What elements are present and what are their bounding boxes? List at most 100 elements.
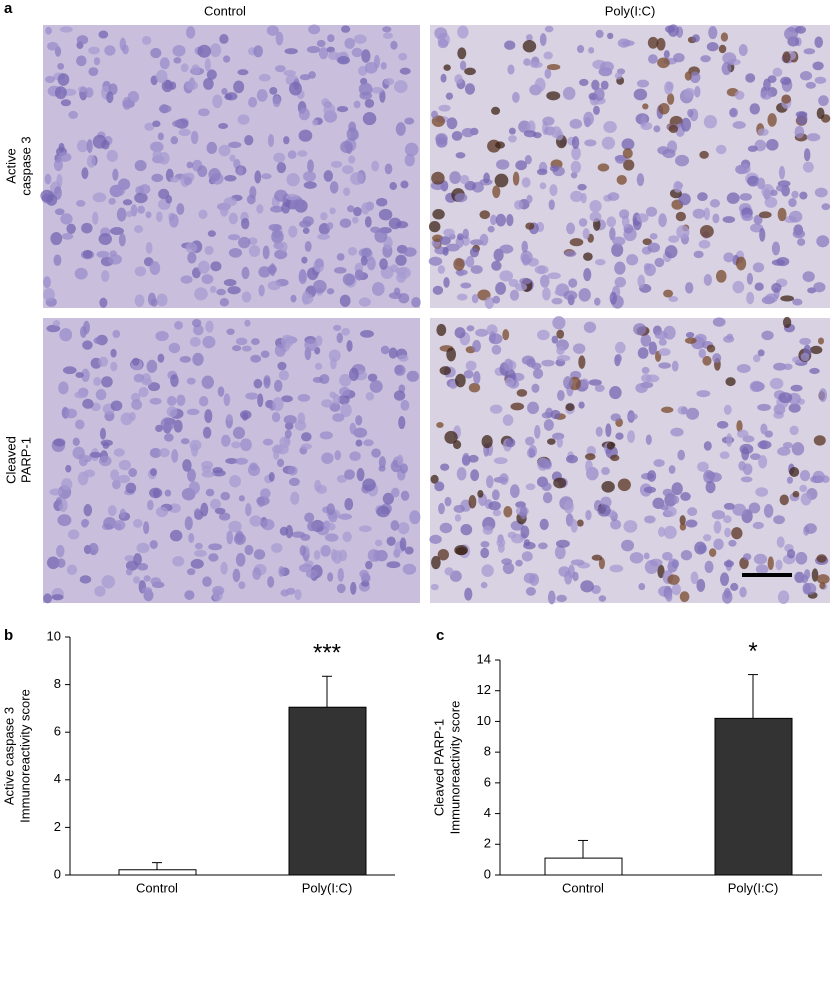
cell (512, 171, 520, 186)
cell (149, 261, 161, 275)
cell (685, 519, 698, 528)
cell (523, 539, 531, 547)
cell (554, 289, 565, 296)
cell (739, 193, 752, 201)
cell (769, 377, 784, 390)
cell (349, 451, 361, 462)
cell (272, 397, 284, 412)
cell (145, 211, 152, 219)
cell (802, 161, 814, 173)
cell (341, 25, 351, 33)
cell (515, 559, 523, 567)
cell (782, 442, 793, 449)
cell (553, 477, 567, 489)
cell (267, 133, 275, 148)
cell (43, 276, 51, 289)
cell (568, 278, 578, 288)
cell (732, 121, 746, 129)
cell (57, 73, 70, 86)
cell (692, 34, 700, 43)
cell (205, 320, 214, 333)
cell (705, 471, 716, 479)
cell (759, 211, 772, 219)
cell (258, 284, 265, 297)
bar (118, 869, 197, 876)
cell (330, 548, 338, 562)
cell (336, 332, 344, 344)
cell (186, 161, 194, 169)
cell (170, 136, 179, 145)
row-label: Cleaved (3, 436, 18, 484)
cell (297, 394, 311, 402)
cell (508, 127, 516, 135)
cell (786, 476, 793, 484)
cell (208, 553, 219, 562)
cell (770, 189, 778, 197)
cell (75, 419, 85, 430)
cell (432, 209, 445, 220)
cell (495, 213, 506, 227)
cell (307, 159, 314, 173)
cell (336, 105, 349, 113)
cell (186, 377, 196, 385)
cell (238, 581, 246, 590)
cell (591, 79, 600, 91)
cell (554, 545, 566, 560)
cell (791, 190, 799, 199)
cell (152, 120, 161, 128)
cell (178, 128, 191, 137)
cell (775, 184, 788, 192)
cell (394, 364, 406, 376)
cell (149, 540, 158, 549)
cell (721, 62, 732, 76)
cell (491, 260, 502, 271)
cell (495, 159, 510, 170)
cell (477, 489, 484, 498)
cell (204, 58, 211, 72)
y-tick-label: 2 (54, 819, 61, 834)
cell (160, 417, 175, 431)
cell (263, 377, 271, 389)
cell (72, 437, 80, 446)
cell (802, 271, 815, 282)
cell (189, 336, 201, 347)
cell (610, 413, 621, 422)
cell (551, 297, 563, 305)
cell (796, 111, 808, 126)
cell (92, 211, 99, 225)
cell (231, 441, 241, 449)
cell (455, 152, 466, 159)
cell (514, 283, 528, 292)
cell (637, 347, 649, 359)
cell (648, 341, 658, 355)
cell (693, 250, 704, 259)
cell (543, 51, 553, 60)
cell (294, 589, 302, 601)
cell (654, 257, 665, 268)
cell (760, 423, 768, 435)
cell (268, 223, 282, 232)
cell (258, 266, 271, 278)
cell (679, 515, 686, 526)
cell (645, 206, 658, 217)
cell (538, 542, 548, 550)
cell (118, 459, 131, 471)
cell (507, 64, 515, 75)
cell (118, 233, 126, 247)
cell (157, 353, 165, 363)
cell (752, 521, 764, 530)
cell (219, 34, 229, 44)
cell (204, 409, 213, 424)
cell (395, 122, 406, 136)
cell (204, 245, 214, 255)
cell (179, 356, 192, 363)
cell (323, 170, 334, 182)
cell (188, 481, 200, 495)
cell (253, 45, 263, 58)
cell (488, 501, 501, 511)
cell (722, 590, 733, 604)
cell (380, 345, 390, 355)
cell (529, 573, 540, 586)
cell (617, 38, 631, 48)
cell (172, 44, 186, 57)
